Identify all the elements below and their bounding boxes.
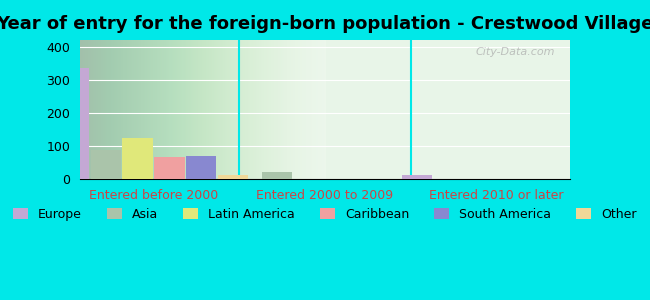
Bar (186, 156, 216, 179)
Text: City-Data.com: City-Data.com (476, 47, 555, 57)
Bar (262, 172, 292, 179)
Bar (90, 150, 121, 179)
Bar (154, 157, 185, 179)
Bar (402, 175, 432, 179)
Bar (58, 68, 89, 179)
Legend: Europe, Asia, Latin America, Caribbean, South America, Other: Europe, Asia, Latin America, Caribbean, … (8, 203, 642, 226)
Title: Year of entry for the foreign-born population - Crestwood Village: Year of entry for the foreign-born popul… (0, 15, 650, 33)
Bar (218, 175, 248, 179)
Bar (122, 138, 153, 179)
